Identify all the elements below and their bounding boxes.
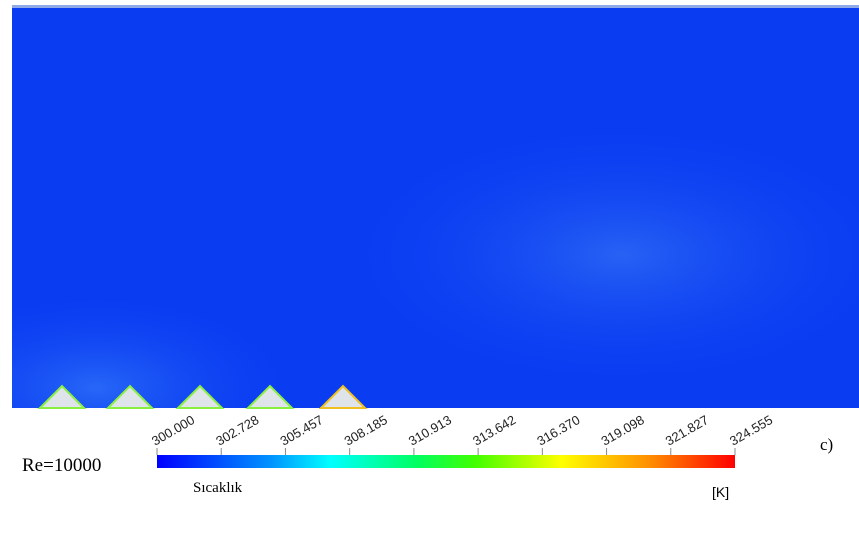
tick-label: 316.370 — [534, 412, 582, 448]
reynolds-label: Re=10000 — [22, 455, 101, 476]
colorbar — [157, 455, 735, 468]
tick-label: 310.913 — [406, 412, 454, 448]
tick-label: 308.185 — [342, 412, 390, 448]
tick-label: 321.827 — [663, 412, 711, 448]
tick-label: 302.728 — [213, 412, 261, 448]
panel-label: c) — [820, 435, 833, 454]
tick-label: 319.098 — [599, 412, 647, 448]
contour-field — [12, 5, 859, 409]
tick-label: 305.457 — [277, 412, 325, 448]
legend-title: Sıcaklık — [193, 480, 243, 496]
tick-label: 313.642 — [470, 412, 518, 448]
legend-unit: [K] — [712, 484, 729, 500]
colorbar-ticks: 300.000 302.728 305.457 308.185 310.913 313.6… — [149, 412, 775, 455]
tick-label: 300.000 — [149, 412, 197, 448]
tick-label: 324.555 — [727, 412, 775, 448]
